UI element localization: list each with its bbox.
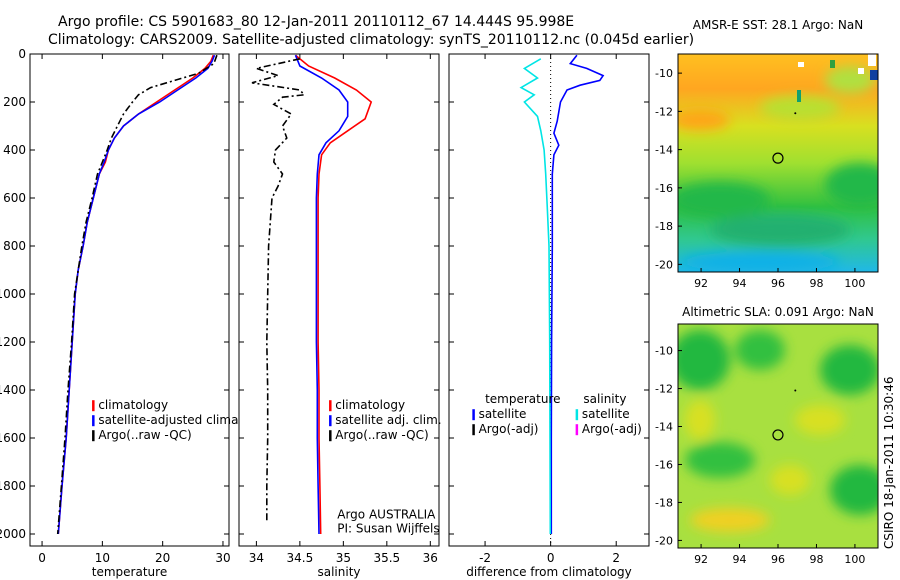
temperature-ytick-label: 0 [18,47,26,61]
salinity-series-line [251,58,306,522]
sst-map-title: AMSR-E SST: 28.1 Argo: NaN [693,18,863,32]
amsre-ytick-label: -16 [655,182,673,195]
amsre-xtick-label: 92 [694,277,708,290]
temperature-ytick-label: 800 [3,239,26,253]
temperature-xtick-label: 20 [155,551,170,565]
sst-cold-pixel-2 [830,60,835,68]
altimetry-xtick-label: 98 [809,553,823,566]
difference-legend-title-temperature: temperature [485,392,560,406]
sla-map-patterns [678,330,878,532]
salinity-annotation: PI: Susan Wijffels [337,521,439,535]
sst-gap-1 [798,62,804,67]
sst-gap-3 [858,68,864,74]
amsre-xtick-label: 96 [771,277,785,290]
temperature-ytick-label: 400 [3,143,26,157]
sst-map-panel: AMSR-E SST: 28.1 Argo: NaN 92 94 96 98 100 -1… [655,18,879,290]
amsre-ytick-label: -14 [655,144,673,157]
difference-xtick-label: 2 [612,551,620,565]
header-line-1: Argo profile: CS 5901683_80 12-Jan-2011 … [58,14,574,30]
sst-cold-pixel-3 [797,90,801,102]
salinity-series-line [294,54,349,535]
salinity-xtick-label: 36 [423,551,438,565]
temperature-panel: 0 10 20 30 temperature 0 200 400 600 800 1000 1200 1… [0,47,276,579]
header-line-2: Climatology: CARS2009. Satellite-adjuste… [48,32,694,48]
salinity-xtick-label: 35 [336,551,351,565]
difference-xtick-label: -2 [479,551,491,565]
amsre-ytick-label: -18 [655,220,673,233]
amsre-xtick-label: 100 [844,277,865,290]
altimetry-ytick-label: -20 [655,534,673,547]
salinity-xtick-label: 34.5 [287,551,314,565]
temperature-legend-label: climatology [98,398,168,412]
amsre-ytick-label: -12 [655,105,673,118]
sst-cold-pixel-1 [870,70,878,80]
difference-legend-title-salinity: salinity [583,392,626,406]
amsre-xtick-label: 94 [733,277,747,290]
difference-series-line [519,58,552,535]
amsre-xtick-label: 98 [809,277,823,290]
sla-map-panel: Altimetric SLA: 0.091 Argo: NaN 92 94 96 98… [655,305,879,566]
difference-legend-label: Argo(-adj) [582,422,642,436]
salinity-series-line [294,54,373,535]
temperature-plot-frame [29,53,230,547]
difference-series-line [550,54,605,534]
temperature-ytick-label: 600 [3,191,26,205]
difference-legend-label: Argo(-adj) [479,422,539,436]
salinity-xlabel: salinity [317,565,360,579]
temperature-ytick-label: 1800 [0,479,26,493]
temperature-ytick-label: 1000 [0,287,26,301]
altimetry-ytick-label: -16 [655,458,673,471]
temperature-ytick-label: 200 [3,95,26,109]
temperature-xtick-label: 10 [95,551,110,565]
temperature-ytick-label: 2000 [0,527,26,541]
temperature-series-line [57,54,216,535]
altimetry-ytick-label: -14 [655,421,673,434]
amsre-argo-position-marker [772,152,784,164]
salinity-xtick-label: 35.5 [373,551,400,565]
difference-legend-label: satellite [479,407,527,421]
altimetry-xtick-label: 94 [733,553,747,566]
temperature-xtick-label: 30 [215,551,230,565]
altimetry-xtick-label: 92 [694,553,708,566]
temperature-legend-label: satellite-adjusted climatology [98,413,276,427]
sst-map-patterns [678,66,878,272]
difference-legend-label: satellite [582,407,630,421]
salinity-plot-frame [238,53,440,547]
altimetry-track-dot [794,389,797,392]
temperature-xlabel: temperature [92,565,167,579]
altimetry-xtick-label: 96 [771,553,785,566]
salinity-legend-label: Argo(..raw -QC) [335,428,428,442]
temperature-ytick-label: 1600 [0,431,26,445]
altimetry-ytick-label: -12 [655,383,673,396]
altimetry-xtick-label: 100 [844,553,865,566]
difference-xlabel: difference from climatology [466,565,632,579]
temperature-ytick-label: 1200 [0,335,26,349]
salinity-legend-label: climatology [335,398,405,412]
difference-xtick-label: 0 [547,551,555,565]
altimetry-ytick-label: -10 [655,345,673,358]
amsre-ytick-label: -20 [655,258,673,271]
salinity-legend-label: satellite adj. clim. [335,413,441,427]
salinity-panel: 34 34.5 35 35.5 36 salinity climatologysatelli… [238,53,442,579]
temperature-series-line [56,54,218,535]
sla-map-title: Altimetric SLA: 0.091 Argo: NaN [682,305,874,319]
salinity-xtick-label: 34 [249,551,264,565]
temperature-legend-label: Argo(..raw -QC) [98,428,191,442]
temperature-xtick-label: 0 [38,551,46,565]
amsre-ytick-label: -10 [655,67,673,80]
temperature-ytick-label: 1400 [0,383,26,397]
side-stamp: CSIRO 18-Jan-2011 10:30:46 [882,377,896,549]
sst-gap-2 [868,54,876,66]
salinity-annotation: Argo AUSTRALIA [337,507,436,521]
altimetry-argo-position-marker [772,429,784,441]
amsre-track-dot [794,112,797,115]
altimetry-ytick-label: -18 [655,496,673,509]
